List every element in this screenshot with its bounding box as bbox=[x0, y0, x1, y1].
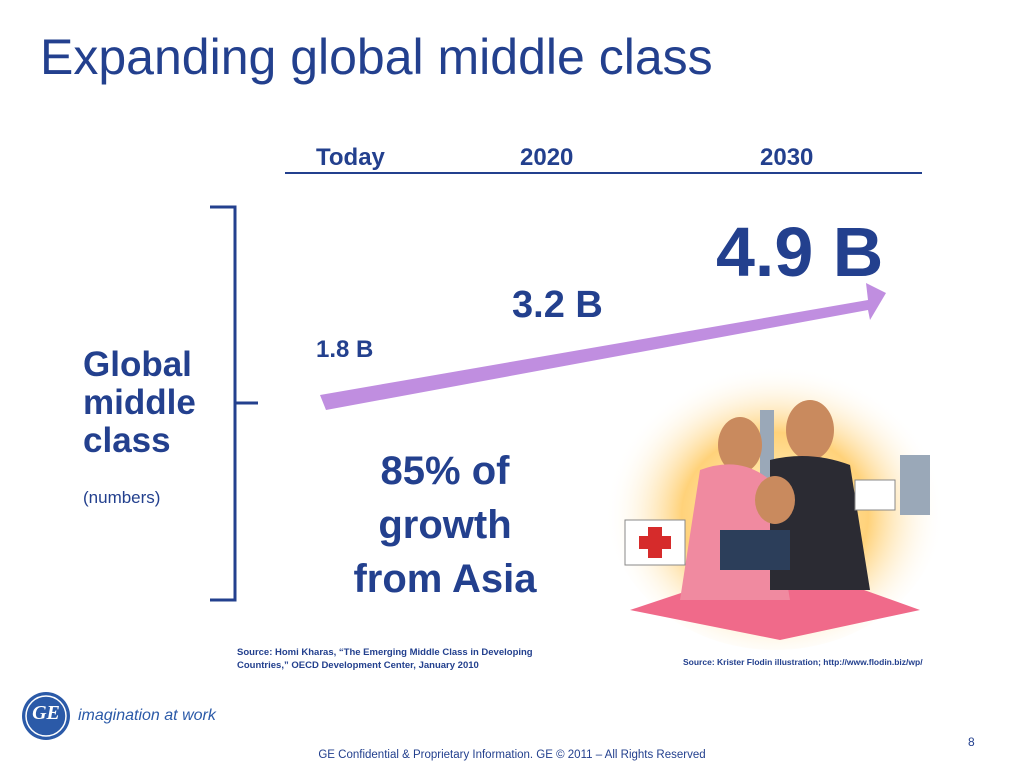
timeline-header: 2030 bbox=[760, 144, 814, 171]
source-left: Source: Homi Kharas, “The Emerging Middl… bbox=[237, 647, 533, 671]
ge-logo bbox=[22, 692, 70, 740]
logo-mark: GE bbox=[32, 702, 60, 724]
side-label: Global middle class bbox=[83, 345, 196, 460]
illustration bbox=[605, 350, 945, 650]
timeline-header: 2020 bbox=[520, 144, 574, 171]
timeline-header: Today bbox=[316, 144, 385, 171]
side-note: (numbers) bbox=[83, 488, 161, 507]
amount-label: 1.8 B bbox=[316, 336, 374, 363]
amount-label: 4.9 B bbox=[716, 213, 884, 291]
page-number: 8 bbox=[968, 735, 975, 749]
logo-tagline: imagination at work bbox=[78, 707, 216, 724]
growth-arrow bbox=[320, 283, 886, 410]
footer: GE Confidential & Proprietary Informatio… bbox=[318, 749, 706, 761]
amount-label: 3.2 B bbox=[512, 284, 603, 326]
callout: 85% of growth from Asia bbox=[353, 449, 537, 601]
bracket bbox=[210, 205, 258, 602]
slide-title: Expanding global middle class bbox=[40, 29, 713, 85]
source-right: Source: Krister Flodin illustration; htt… bbox=[683, 657, 923, 667]
